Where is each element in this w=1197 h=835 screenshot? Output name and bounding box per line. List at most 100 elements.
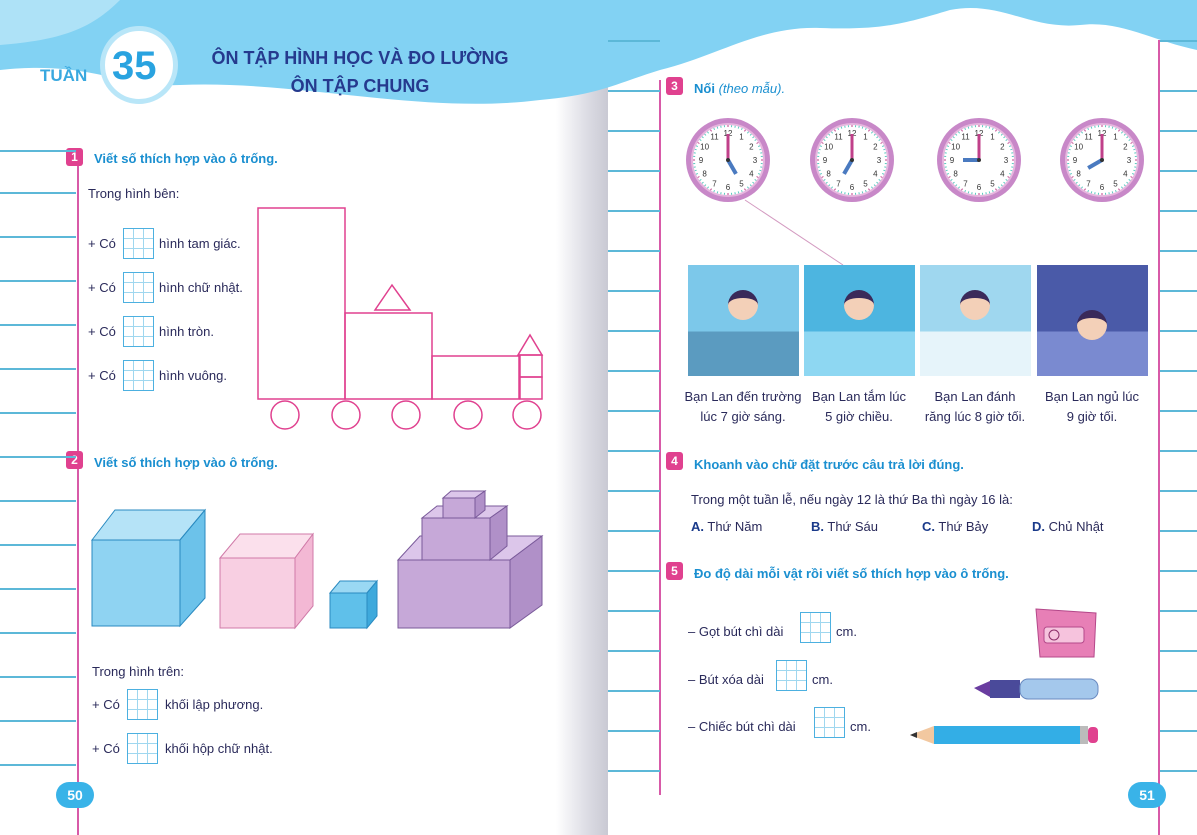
- answer-box[interactable]: [127, 689, 158, 720]
- answer-option[interactable]: A. Thứ Năm: [691, 519, 762, 534]
- clock-icon[interactable]: 1 2 3 4 5 6 7 8 9 10 11 12: [684, 116, 772, 209]
- q1-row-label: hình vuông.: [159, 368, 227, 383]
- activity-photo[interactable]: [688, 265, 799, 376]
- ruled-line: [608, 370, 660, 372]
- week-label: TUẦN: [40, 66, 88, 85]
- ruled-line: [0, 632, 76, 634]
- option-letter: D.: [1032, 519, 1045, 534]
- q1-badge: 1: [66, 148, 83, 166]
- q2-figure-solids: [90, 490, 544, 630]
- q2-row-prefix: + Có: [92, 741, 120, 756]
- ruled-line: [0, 720, 76, 722]
- ruled-line: [0, 368, 76, 370]
- left-page: [0, 0, 600, 835]
- clock-icon[interactable]: 1 2 3 4 5 6 7 8 9 10 11 12: [935, 116, 1023, 209]
- big-cube: [90, 508, 207, 628]
- svg-text:12: 12: [1098, 129, 1107, 138]
- q1-row-label: hình chữ nhật.: [159, 280, 243, 295]
- ruled-line: [0, 544, 76, 546]
- answer-option[interactable]: B. Thứ Sáu: [811, 519, 878, 534]
- week-number: 35: [112, 44, 157, 88]
- q5-item-label: – Bút xóa dài: [688, 672, 764, 687]
- ruled-line: [0, 192, 76, 194]
- caption-line2: răng lúc 8 giờ tối.: [924, 409, 1026, 424]
- ruled-line: [0, 456, 76, 458]
- option-text: Thứ Năm: [707, 519, 763, 534]
- right-edge-line: [1158, 40, 1160, 835]
- answer-box[interactable]: [123, 228, 154, 259]
- q1-row-prefix: + Có: [88, 236, 116, 251]
- svg-text:4: 4: [1123, 170, 1128, 179]
- activity-photo[interactable]: [920, 265, 1031, 376]
- book-spine: [556, 0, 608, 835]
- q5-item-label: – Gọt bút chì dài: [688, 624, 784, 639]
- option-letter: B.: [811, 519, 824, 534]
- ruled-line: [1160, 570, 1197, 572]
- clock-icon[interactable]: 1 2 3 4 5 6 7 8 9 10 11 12: [808, 116, 896, 209]
- svg-text:7: 7: [836, 179, 841, 188]
- answer-box[interactable]: [800, 612, 831, 643]
- ruled-line: [0, 324, 76, 326]
- activity-caption: Bạn Lan ngủ lúc 9 giờ tối.: [1032, 387, 1152, 427]
- page-title: ÔN TẬP HÌNH HỌC VÀ ĐO LƯỜNG ÔN TẬP CHUNG: [180, 44, 540, 100]
- activity-photo[interactable]: [804, 265, 915, 376]
- left-margin-line: [77, 150, 79, 835]
- ruled-line: [608, 90, 660, 92]
- ruled-line: [1160, 370, 1197, 372]
- svg-text:3: 3: [1127, 156, 1132, 165]
- q2-intro: Trong hình trên:: [92, 664, 185, 679]
- girl-figure: [960, 290, 990, 320]
- caption-line2: lúc 7 giờ sáng.: [700, 409, 786, 424]
- q4-title: Khoanh vào chữ đặt trước câu trả lời đún…: [694, 457, 964, 472]
- ruled-line: [608, 330, 660, 332]
- q2-title: Viết số thích hợp vào ô trống.: [94, 455, 278, 470]
- svg-text:10: 10: [700, 143, 709, 152]
- svg-text:4: 4: [1000, 170, 1005, 179]
- option-text: Chủ Nhật: [1048, 519, 1104, 534]
- ruled-line: [0, 150, 76, 152]
- svg-text:7: 7: [963, 179, 968, 188]
- answer-box[interactable]: [123, 360, 154, 391]
- ruled-line: [1160, 770, 1197, 772]
- week-circle: [100, 26, 178, 104]
- q1-figure-train: [257, 207, 544, 430]
- q4-question: Trong một tuần lễ, nếu ngày 12 là thứ Ba…: [691, 492, 1013, 507]
- answer-box[interactable]: [776, 660, 807, 691]
- svg-text:1: 1: [863, 133, 868, 142]
- q5-item-unit: cm.: [812, 672, 833, 687]
- svg-text:4: 4: [749, 170, 754, 179]
- answer-box[interactable]: [127, 733, 158, 764]
- pink-cube: [218, 532, 314, 630]
- answer-option[interactable]: C. Thứ Bảy: [922, 519, 988, 534]
- svg-text:6: 6: [1100, 183, 1105, 192]
- option-text: Thứ Bảy: [938, 519, 989, 534]
- activity-photo[interactable]: [1037, 265, 1148, 376]
- ruled-line: [1160, 650, 1197, 652]
- ruled-line: [608, 250, 660, 252]
- svg-text:7: 7: [1086, 179, 1091, 188]
- clock-icon[interactable]: 1 2 3 4 5 6 7 8 9 10 11 12: [1058, 116, 1146, 209]
- ruled-line: [1160, 290, 1197, 292]
- ruled-line: [608, 290, 660, 292]
- ruled-line: [1160, 610, 1197, 612]
- ruled-line: [608, 770, 660, 772]
- answer-box[interactable]: [123, 316, 154, 347]
- girl-figure: [1077, 310, 1107, 340]
- answer-option[interactable]: D. Chủ Nhật: [1032, 519, 1104, 534]
- caption-line1: Bạn Lan đánh: [934, 389, 1016, 404]
- svg-text:8: 8: [826, 170, 831, 179]
- svg-text:5: 5: [863, 179, 868, 188]
- caption-line1: Bạn Lan tắm lúc: [812, 389, 906, 404]
- ruled-line: [608, 40, 660, 42]
- answer-box[interactable]: [814, 707, 845, 738]
- caption-line2: 5 giờ chiều.: [825, 409, 893, 424]
- caption-line1: Bạn Lan ngủ lúc: [1045, 389, 1139, 404]
- q5-title: Đo độ dài mỗi vật rồi viết số thích hợp …: [694, 566, 1009, 581]
- svg-text:1: 1: [990, 133, 995, 142]
- answer-box[interactable]: [123, 272, 154, 303]
- q1-row-prefix: + Có: [88, 368, 116, 383]
- q2-row-prefix: + Có: [92, 697, 120, 712]
- svg-text:3: 3: [1004, 156, 1009, 165]
- girl-figure: [844, 290, 874, 320]
- svg-text:12: 12: [724, 129, 733, 138]
